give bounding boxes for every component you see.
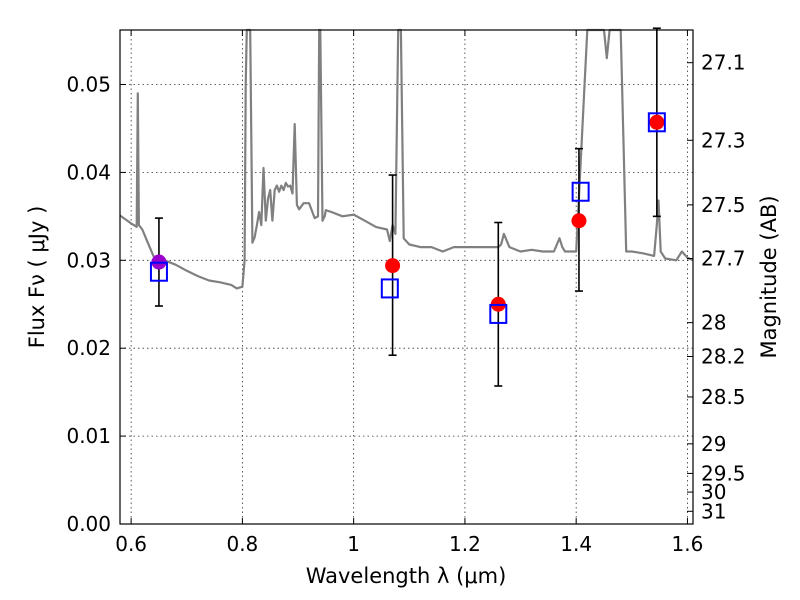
y-tick-label: 0.03	[66, 248, 111, 272]
x-tick-label: 1	[347, 532, 360, 556]
x-tick-label: 1.4	[560, 532, 592, 556]
model-point	[149, 261, 168, 282]
spectrum-line	[119, 28, 694, 290]
right-tick-label: 27.5	[701, 193, 746, 217]
grid-layer	[120, 30, 693, 524]
data-point	[649, 114, 665, 130]
right-tick-label: 28.5	[701, 385, 746, 409]
right-tick-label: 27.1	[701, 51, 746, 75]
right-tick-label: 31	[701, 499, 726, 523]
model-point	[380, 278, 399, 299]
right-tick-label: 28	[701, 311, 726, 335]
right-tick-label: 28.2	[701, 345, 746, 369]
marker-layer	[149, 112, 666, 324]
tick-layer: 0.6 0.8 1 1.2 1.4 1.6 0.00 0.01 0.02 0.03 0.04 0.05…	[66, 30, 746, 556]
x-tick-label: 0.8	[226, 532, 258, 556]
y-tick-label: 0.01	[66, 424, 111, 448]
right-tick-label: 30	[701, 480, 726, 504]
y-tick-label: 0.04	[66, 160, 111, 184]
model-point	[489, 303, 508, 324]
y-tick-label: 0.02	[66, 336, 111, 360]
plot-frame	[119, 29, 694, 525]
x-tick-label: 1.6	[672, 532, 704, 556]
x-tick-label: 0.6	[115, 532, 147, 556]
y-axis-label: Flux Fν ( μJy )	[25, 206, 49, 349]
data-point	[385, 258, 401, 274]
x-axis-label: Wavelength λ (μm)	[306, 564, 507, 588]
x-tick-label: 1.2	[449, 532, 481, 556]
right-tick-label: 29.5	[701, 461, 746, 485]
data-point	[571, 213, 587, 229]
y-tick-label: 0.05	[66, 72, 111, 96]
right-axis-label: Magnitude (AB)	[757, 195, 781, 358]
right-tick-label: 27.7	[701, 247, 746, 271]
spectrum-layer	[119, 28, 694, 290]
right-tick-label: 27.3	[701, 128, 746, 152]
model-point	[647, 112, 666, 133]
y-tick-label: 0.00	[66, 512, 111, 536]
model-point	[571, 181, 590, 202]
right-tick-label: 29	[701, 432, 726, 456]
